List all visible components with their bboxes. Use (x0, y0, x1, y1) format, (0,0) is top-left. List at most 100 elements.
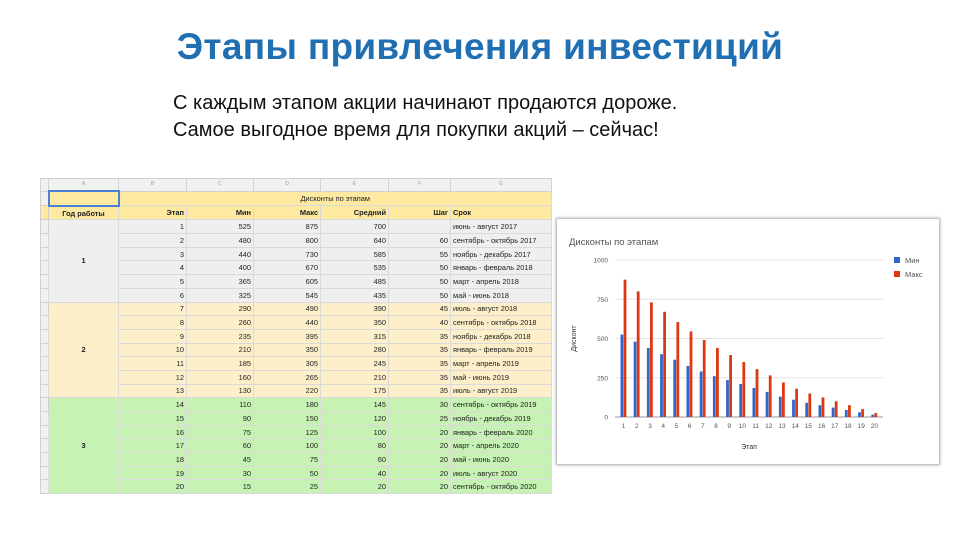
min-cell[interactable]: 325 (186, 287, 254, 303)
avg-cell[interactable]: 640 (320, 233, 389, 248)
column-letter[interactable]: F (388, 178, 451, 192)
avg-cell[interactable]: 585 (320, 246, 389, 262)
stage-cell[interactable]: 16 (118, 424, 187, 440)
column-header[interactable]: Средний (320, 205, 389, 221)
min-cell[interactable]: 260 (186, 315, 254, 330)
max-cell[interactable]: 395 (253, 328, 321, 344)
step-cell[interactable]: 35 (388, 342, 451, 358)
column-letter[interactable]: D (253, 178, 321, 192)
term-cell[interactable]: январь - февраль 2018 (450, 260, 552, 276)
term-cell[interactable]: март - апрель 2019 (450, 356, 552, 371)
year-cell[interactable]: 3 (48, 397, 119, 495)
min-cell[interactable]: 440 (186, 246, 254, 262)
min-cell[interactable]: 160 (186, 369, 254, 385)
min-cell[interactable]: 365 (186, 274, 254, 289)
term-cell[interactable]: июль - август 2020 (450, 465, 552, 481)
column-letter[interactable]: B (118, 178, 187, 192)
selected-cell[interactable] (47, 190, 120, 207)
stage-cell[interactable]: 1 (118, 219, 187, 235)
step-cell[interactable]: 35 (388, 369, 451, 385)
avg-cell[interactable]: 315 (320, 328, 389, 344)
max-cell[interactable]: 490 (253, 301, 321, 317)
column-header[interactable]: Срок (450, 205, 552, 221)
avg-cell[interactable]: 350 (320, 315, 389, 330)
min-cell[interactable]: 75 (186, 424, 254, 440)
stage-cell[interactable]: 3 (118, 246, 187, 262)
step-cell[interactable]: 55 (388, 246, 451, 262)
term-cell[interactable]: май - июнь 2020 (450, 452, 552, 467)
max-cell[interactable]: 545 (253, 287, 321, 303)
max-cell[interactable]: 800 (253, 233, 321, 248)
max-cell[interactable]: 220 (253, 383, 321, 399)
max-cell[interactable]: 50 (253, 465, 321, 481)
max-cell[interactable]: 265 (253, 369, 321, 385)
avg-cell[interactable]: 145 (320, 397, 389, 412)
step-cell[interactable]: 30 (388, 397, 451, 412)
min-cell[interactable]: 235 (186, 328, 254, 344)
min-cell[interactable]: 110 (186, 397, 254, 412)
stage-cell[interactable]: 17 (118, 438, 187, 454)
term-cell[interactable]: январь - февраль 2019 (450, 342, 552, 358)
stage-cell[interactable]: 13 (118, 383, 187, 399)
column-header[interactable]: Макс (253, 205, 321, 221)
column-header[interactable]: Этап (118, 205, 187, 221)
max-cell[interactable]: 305 (253, 356, 321, 371)
term-cell[interactable]: март - апрель 2020 (450, 438, 552, 454)
avg-cell[interactable]: 535 (320, 260, 389, 276)
avg-cell[interactable]: 245 (320, 356, 389, 371)
column-letter[interactable]: A (48, 178, 119, 192)
column-header[interactable]: Мин (186, 205, 254, 221)
min-cell[interactable]: 90 (186, 411, 254, 426)
max-cell[interactable]: 875 (253, 219, 321, 235)
max-cell[interactable]: 75 (253, 452, 321, 467)
term-cell[interactable]: ноябрь - декабрь 2019 (450, 411, 552, 426)
column-letter[interactable]: G (450, 178, 552, 192)
step-cell[interactable]: 50 (388, 260, 451, 276)
min-cell[interactable]: 30 (186, 465, 254, 481)
term-cell[interactable]: сентябрь - октябрь 2018 (450, 315, 552, 330)
min-cell[interactable]: 60 (186, 438, 254, 454)
step-cell[interactable]: 20 (388, 424, 451, 440)
step-cell[interactable]: 20 (388, 438, 451, 454)
min-cell[interactable]: 290 (186, 301, 254, 317)
max-cell[interactable]: 605 (253, 274, 321, 289)
max-cell[interactable]: 25 (253, 479, 321, 495)
stage-cell[interactable]: 14 (118, 397, 187, 412)
stage-cell[interactable]: 10 (118, 342, 187, 358)
column-letter[interactable]: C (186, 178, 254, 192)
term-cell[interactable]: сентябрь - октябрь 2019 (450, 397, 552, 412)
avg-cell[interactable]: 485 (320, 274, 389, 289)
column-letter[interactable]: E (320, 178, 389, 192)
column-header[interactable]: Шаг (388, 205, 451, 221)
step-cell[interactable]: 50 (388, 274, 451, 289)
stage-cell[interactable]: 20 (118, 479, 187, 495)
avg-cell[interactable]: 390 (320, 301, 389, 317)
column-header[interactable]: Год работы (48, 205, 119, 221)
step-cell[interactable]: 20 (388, 452, 451, 467)
term-cell[interactable]: июль - август 2019 (450, 383, 552, 399)
min-cell[interactable]: 480 (186, 233, 254, 248)
max-cell[interactable]: 730 (253, 246, 321, 262)
min-cell[interactable]: 15 (186, 479, 254, 495)
term-cell[interactable]: июль - август 2018 (450, 301, 552, 317)
term-cell[interactable]: ноябрь - декабрь 2018 (450, 328, 552, 344)
avg-cell[interactable]: 100 (320, 424, 389, 440)
term-cell[interactable]: ноябрь - декабрь 2017 (450, 246, 552, 262)
min-cell[interactable]: 525 (186, 219, 254, 235)
min-cell[interactable]: 45 (186, 452, 254, 467)
stage-cell[interactable]: 19 (118, 465, 187, 481)
avg-cell[interactable]: 435 (320, 287, 389, 303)
step-cell[interactable] (388, 219, 451, 235)
stage-cell[interactable]: 6 (118, 287, 187, 303)
spreadsheet[interactable]: A B C D E F G Дисконты по этапам Год работы Этап М… (40, 178, 553, 500)
stage-cell[interactable]: 11 (118, 356, 187, 371)
avg-cell[interactable]: 700 (320, 219, 389, 235)
stage-cell[interactable]: 8 (118, 315, 187, 330)
min-cell[interactable]: 185 (186, 356, 254, 371)
term-cell[interactable]: сентябрь - октябрь 2020 (450, 479, 552, 495)
stage-cell[interactable]: 7 (118, 301, 187, 317)
term-cell[interactable]: май - июнь 2018 (450, 287, 552, 303)
max-cell[interactable]: 350 (253, 342, 321, 358)
avg-cell[interactable]: 210 (320, 369, 389, 385)
avg-cell[interactable]: 175 (320, 383, 389, 399)
